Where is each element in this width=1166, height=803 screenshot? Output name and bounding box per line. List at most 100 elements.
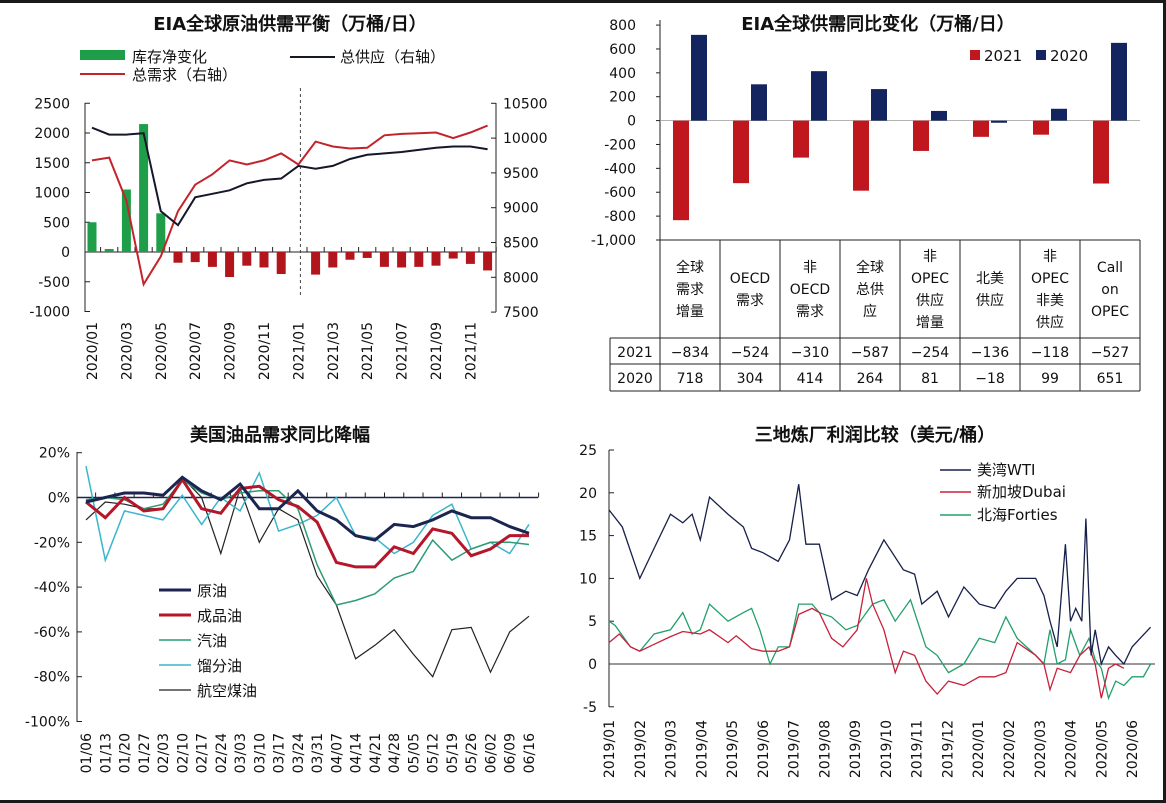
left-tick-label: 2500 bbox=[34, 96, 70, 112]
left-tick-label: -500 bbox=[38, 275, 70, 291]
x-tick-label: 2019/01 bbox=[602, 720, 618, 778]
table-header-cell: 非 OECD 需求 bbox=[790, 260, 830, 320]
bar-2020 bbox=[1051, 108, 1067, 121]
left-tick-label: 2000 bbox=[34, 126, 70, 142]
x-tick-label: 2020/09 bbox=[223, 322, 239, 380]
x-tick-label: 2021/07 bbox=[395, 322, 411, 380]
bar-2020 bbox=[871, 89, 887, 121]
bar-2021 bbox=[733, 120, 749, 184]
bar-inventory-2021/07 bbox=[397, 252, 407, 268]
x-tick-label: 2019/11 bbox=[910, 720, 926, 778]
table-cell: −527 bbox=[1091, 345, 1129, 361]
legend-label: 美湾WTI bbox=[977, 461, 1035, 479]
x-tick-label: 2020/06 bbox=[1125, 720, 1141, 778]
bar-2020 bbox=[1111, 42, 1127, 121]
x-tick-label: 05/05 bbox=[406, 733, 422, 773]
legend-label: 北海Forties bbox=[977, 506, 1058, 524]
x-tick-label: 06/09 bbox=[503, 733, 519, 773]
y-tick-label: -1,000 bbox=[591, 233, 636, 249]
bar-2021 bbox=[973, 120, 989, 137]
bar-2020 bbox=[751, 84, 767, 121]
legend-label-supply: 总供应（右轴） bbox=[340, 48, 445, 66]
table-cell: −834 bbox=[671, 345, 710, 361]
y-tick-label: -40% bbox=[34, 580, 70, 596]
y-tick-label: 20 bbox=[579, 486, 597, 502]
x-tick-label: 03/03 bbox=[233, 733, 249, 773]
x-tick-label: 01/06 bbox=[79, 733, 95, 773]
y-tick-label: 400 bbox=[609, 66, 636, 82]
y-tick-label: 0 bbox=[588, 657, 597, 673]
bar-2021 bbox=[1033, 120, 1049, 135]
table-cell: −587 bbox=[851, 345, 889, 361]
y-tick-label: 200 bbox=[609, 90, 636, 106]
line-美湾WTI bbox=[608, 484, 1152, 667]
y-tick-label: 600 bbox=[609, 42, 636, 58]
chart-eia-yoy-change: EIA全球供需同比变化（万桶/日） 2021 2020 800 600 400 200 0 -… bbox=[591, 13, 1141, 392]
x-tick-label: 06/02 bbox=[483, 733, 499, 773]
chart-us-demand-decline: 美国油品需求同比降幅 20% 0% -20% -40% -60% -80% -100% 01/… bbox=[25, 424, 540, 773]
chart-refinery-margins: 三地炼厂利润比较（美元/桶） 25 20 15 10 5 0 -5 2019/01 2019/0… bbox=[579, 424, 1155, 778]
bar-inventory-2020/05 bbox=[156, 213, 166, 252]
x-tick-label: 2019/05 bbox=[725, 720, 741, 778]
y-tick-label: -20% bbox=[34, 535, 70, 551]
bar-2021 bbox=[913, 120, 929, 151]
left-tick-label: 0 bbox=[61, 245, 70, 261]
y-tick-label: -100% bbox=[25, 715, 70, 731]
table-cell: 81 bbox=[921, 371, 939, 387]
line-原油 bbox=[85, 475, 530, 542]
table-header-cell: 全球需求增量 bbox=[676, 259, 704, 320]
x-tick-label: 02/17 bbox=[195, 733, 211, 773]
table-header-cell: Call on OPEC bbox=[1091, 260, 1129, 320]
bar-inventory-2020/04 bbox=[139, 124, 149, 252]
x-tick-label: 03/10 bbox=[252, 733, 268, 773]
bar-2021 bbox=[1093, 120, 1109, 184]
table-cell: −18 bbox=[975, 371, 1005, 387]
chart-title: EIA全球原油供需平衡（万桶/日） bbox=[153, 13, 427, 35]
table-cell: 99 bbox=[1041, 371, 1059, 387]
legend-swatch-inventory bbox=[80, 50, 125, 60]
bar-inventory-2020/06 bbox=[173, 252, 183, 263]
bar-inventory-2020/10 bbox=[242, 252, 252, 266]
y-tick-label: -200 bbox=[604, 137, 636, 153]
bar-inventory-2021/05 bbox=[362, 252, 372, 258]
line-汽油 bbox=[85, 478, 530, 606]
left-tick-label: 1000 bbox=[34, 186, 70, 202]
bar-inventory-2020/11 bbox=[259, 252, 269, 268]
table-cell: −136 bbox=[971, 345, 1010, 361]
table-header-cell: OECD 需求 bbox=[730, 271, 770, 309]
x-tick-label: 2020/03 bbox=[119, 322, 135, 380]
x-tick-label: 2019/09 bbox=[848, 720, 864, 778]
bar-2020 bbox=[691, 34, 707, 121]
x-tick-label: 2020/11 bbox=[257, 322, 273, 380]
table-cell: −118 bbox=[1031, 345, 1069, 361]
table-header-cell: 非 OPEC 非美供应 bbox=[1031, 249, 1069, 331]
bar-inventory-2021/09 bbox=[431, 252, 441, 266]
bar-inventory-2021/02 bbox=[311, 252, 321, 275]
x-tick-label: 05/12 bbox=[426, 733, 442, 773]
bar-2021 bbox=[673, 120, 689, 221]
bar-inventory-2020/09 bbox=[225, 252, 235, 277]
bar-inventory-2021/03 bbox=[328, 252, 338, 268]
legend-label-2020: 2020 bbox=[1050, 47, 1088, 65]
x-tick-label: 03/24 bbox=[291, 733, 307, 773]
y-tick-label: -600 bbox=[604, 185, 636, 201]
x-tick-label: 2020/01 bbox=[85, 322, 101, 380]
x-tick-label: 04/14 bbox=[349, 733, 365, 773]
x-tick-label: 2019/07 bbox=[787, 720, 803, 778]
x-tick-label: 01/20 bbox=[118, 733, 134, 773]
table-cell: 651 bbox=[1097, 371, 1124, 387]
x-tick-label: 2020/01 bbox=[971, 720, 987, 778]
y-tick-label: 10 bbox=[579, 571, 597, 587]
chart-title: EIA全球供需同比变化（万桶/日） bbox=[741, 13, 1015, 35]
y-tick-label: -800 bbox=[604, 209, 636, 225]
table-cell: 414 bbox=[797, 371, 824, 387]
legend-label: 原油 bbox=[197, 582, 227, 600]
bar-inventory-2021/12 bbox=[483, 252, 493, 271]
x-tick-label: 03/17 bbox=[272, 733, 288, 773]
y-tick-label: 0 bbox=[627, 114, 636, 130]
line-北海Forties bbox=[608, 598, 1152, 701]
x-tick-label: 02/24 bbox=[214, 733, 230, 773]
left-tick-label: -1000 bbox=[29, 305, 70, 321]
x-tick-label: 01/13 bbox=[98, 733, 114, 773]
